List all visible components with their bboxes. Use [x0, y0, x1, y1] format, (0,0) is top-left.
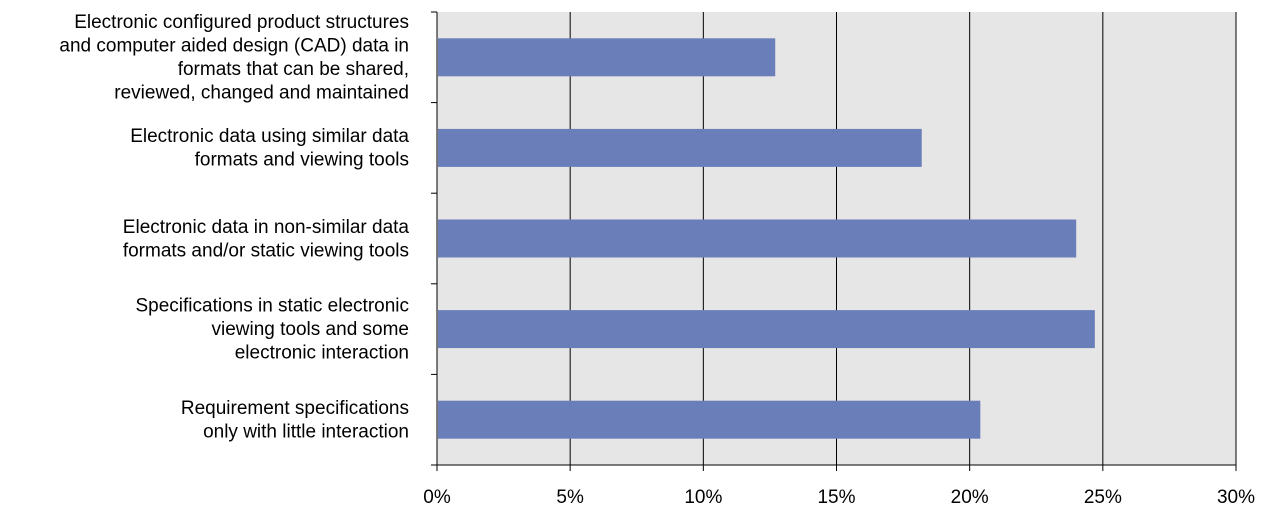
category-label-line: formats that can be shared, — [178, 59, 409, 80]
x-tick-label-30: 30% — [1217, 487, 1255, 508]
x-tick-label-25: 25% — [1084, 487, 1122, 508]
category-label-line: Electronic configured product structures — [74, 12, 409, 33]
category-label-2: Electronic data using similar data format… — [130, 126, 409, 171]
x-tick-label-20: 20% — [951, 487, 989, 508]
category-label-line: electronic interaction — [235, 343, 409, 364]
category-label-line: Electronic data using similar data — [130, 126, 409, 147]
category-label-4: Specifications in static electronic viewi… — [135, 296, 409, 364]
category-label-line: formats and/or static viewing tools — [123, 240, 409, 261]
x-tick-label-10: 10% — [684, 487, 722, 508]
x-tick-label-5: 5% — [556, 487, 584, 508]
bar-2 — [438, 128, 922, 167]
category-label-line: reviewed, changed and maintained — [114, 83, 409, 104]
category-label-line: Specifications in static electronic — [135, 296, 409, 317]
category-labels: Electronic configured product structures… — [59, 12, 409, 442]
category-label-line: Requirement specifications — [181, 398, 409, 419]
category-label-1: Electronic configured product structures… — [59, 12, 409, 104]
bars — [438, 38, 1095, 439]
category-label-line: formats and viewing tools — [195, 150, 409, 171]
bar-4 — [438, 310, 1095, 349]
category-label-5: Requirement specifications only with litt… — [181, 398, 409, 443]
x-tick-label-0: 0% — [423, 487, 451, 508]
category-label-line: Electronic data in non-similar data — [123, 217, 410, 238]
category-label-line: and computer aided design (CAD) data in — [59, 36, 409, 57]
bar-1 — [438, 38, 776, 77]
bar-3 — [438, 219, 1077, 258]
bar-5 — [438, 400, 981, 439]
category-label-3: Electronic data in non-similar data forma… — [123, 217, 410, 262]
x-tick-labels: 0% 5% 10% 15% 20% 25% 30% — [423, 487, 1255, 508]
axes — [431, 11, 1237, 471]
x-tick-label-15: 15% — [817, 487, 855, 508]
category-label-line: only with little interaction — [203, 421, 409, 442]
category-label-line: viewing tools and some — [212, 319, 410, 340]
